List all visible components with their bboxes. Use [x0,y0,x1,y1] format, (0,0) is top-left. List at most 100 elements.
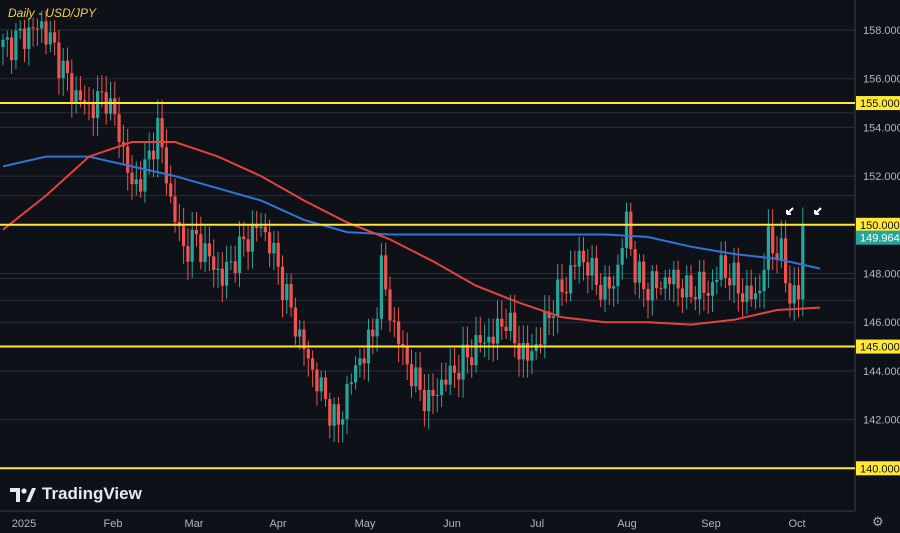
candle-body [650,271,654,301]
candle-body [242,236,246,240]
candle-body [268,232,272,254]
candle-body [164,147,168,184]
x-tick-label: Apr [269,518,286,530]
candle-body [27,27,31,49]
y-tick-label: 156.000 [863,74,900,86]
candle-body [801,225,805,300]
candle-body [61,60,65,79]
candle-body [646,288,650,301]
candle-body [706,292,710,296]
candle-body [156,117,160,160]
candle-body [732,262,736,286]
candle-body [354,365,358,383]
candle-body [358,358,362,366]
candle-body [581,250,586,263]
candle-body [741,293,745,302]
candle-body [332,404,336,426]
candle-body [130,172,134,185]
candle-body [461,344,465,380]
moving-average-line [2,155,821,270]
candle-body [749,285,753,300]
candle-body [590,257,594,276]
y-tick-label: 144.000 [863,366,900,378]
candle-body [199,234,203,263]
candle-body [375,318,379,337]
candle-body [78,90,82,101]
candle-body [306,349,310,359]
candle-body [392,320,396,322]
candle-body [22,28,27,49]
candle-body [534,344,538,352]
y-tick-label: 152.000 [863,171,900,183]
candle-body [715,279,719,283]
candle-body [5,37,9,40]
candle-body [444,379,448,385]
candle-body [728,277,732,286]
level-label-bg [856,96,900,111]
candle-body [126,146,130,173]
x-tick-label: Jun [443,518,461,530]
candle-body [384,255,388,290]
candle-body [315,369,319,392]
x-tick-label: May [355,518,376,530]
candle-body [663,277,667,289]
candle-body [1,39,5,48]
candle-body [117,114,121,143]
candle-body [160,117,164,148]
candle-body [250,224,254,252]
candle-body [796,285,801,300]
candle-body [44,21,48,45]
candle-body [237,236,242,273]
x-tick-label: Jul [530,518,544,530]
candle-body [207,243,211,257]
candle-body [775,253,779,260]
candle-body [362,358,366,364]
y-tick-label: 154.000 [863,122,900,134]
candle-body [18,28,22,31]
candle-body [573,265,577,267]
candle-body [495,318,500,344]
candle-body [680,288,684,298]
candle-body [143,159,147,192]
y-tick-label: 158.000 [863,25,900,37]
x-tick-label: Mar [185,518,204,530]
candle-body [633,249,637,283]
candle-body [779,238,783,260]
candle-body [642,261,646,289]
level-label: 155.000 [860,98,900,110]
candle-body [14,30,18,61]
settings-gear-icon[interactable]: ⚙ [872,514,884,529]
candle-body [100,91,104,93]
candle-body [612,286,616,289]
candle-body [319,377,323,392]
candle-body [323,377,328,399]
candle-body [409,364,414,387]
candle-body [246,239,250,252]
candle-body [719,255,723,280]
candle-body [504,326,508,332]
candle-body [336,404,340,425]
candle-body [65,60,70,74]
brand-name: TradingView [42,484,142,503]
candle-body [500,318,504,327]
candle-body [693,296,697,300]
candle-body [311,358,315,370]
candle-body [57,42,61,79]
candle-body [349,382,353,385]
candle-body [220,268,224,286]
candle-body [328,398,332,426]
candle-body [31,27,35,29]
candle-body [530,351,534,361]
candle-body [96,91,100,119]
candle-body [792,285,796,304]
candle-body [194,229,199,235]
candle-body [457,372,461,380]
x-tick-label: Sep [701,518,721,530]
candle-body [586,262,590,276]
candle-body [676,269,680,289]
candle-body [108,98,113,114]
candle-body [422,389,426,412]
candle-body [431,389,435,396]
candle-body [624,211,629,248]
